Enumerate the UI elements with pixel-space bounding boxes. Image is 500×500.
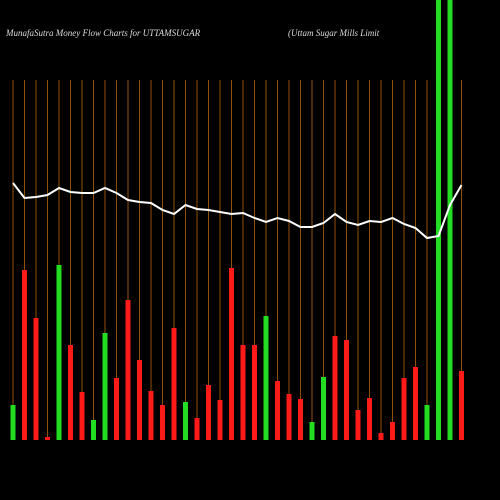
bar xyxy=(148,391,154,440)
bar xyxy=(68,345,73,440)
bar xyxy=(56,265,62,440)
bar xyxy=(240,345,246,440)
bar xyxy=(378,433,384,440)
bar xyxy=(125,300,131,440)
bar xyxy=(286,394,292,440)
bar xyxy=(102,333,108,440)
bar xyxy=(321,377,326,440)
bar xyxy=(447,0,453,440)
bar xyxy=(298,399,303,440)
bar xyxy=(91,420,96,440)
bar xyxy=(79,392,85,440)
chart-subtitle: (Uttam Sugar Mills Limit xyxy=(288,28,380,38)
bar xyxy=(332,336,338,440)
chart-title: MunafaSutra Money Flow Charts for UTTAMS… xyxy=(5,28,201,38)
bar xyxy=(367,398,372,440)
bar xyxy=(263,316,269,440)
bar xyxy=(275,381,280,440)
bar xyxy=(10,405,16,440)
bar xyxy=(252,345,257,440)
bar xyxy=(344,340,349,440)
bar xyxy=(229,268,234,440)
bar xyxy=(171,328,177,440)
money-flow-line xyxy=(12,182,463,240)
bar xyxy=(206,385,211,440)
bar xyxy=(413,367,418,440)
bar xyxy=(194,418,200,440)
bar xyxy=(45,437,50,440)
bar xyxy=(183,402,188,440)
bar xyxy=(22,270,27,440)
bar xyxy=(424,405,430,440)
bar xyxy=(436,0,441,440)
bar xyxy=(33,318,39,440)
bar xyxy=(309,422,315,440)
bar xyxy=(355,410,361,440)
bar xyxy=(217,400,223,440)
bar xyxy=(401,378,407,440)
bar xyxy=(160,405,165,440)
bar xyxy=(390,422,395,440)
bar xyxy=(459,371,464,440)
bar xyxy=(137,360,142,440)
bar xyxy=(114,378,119,440)
